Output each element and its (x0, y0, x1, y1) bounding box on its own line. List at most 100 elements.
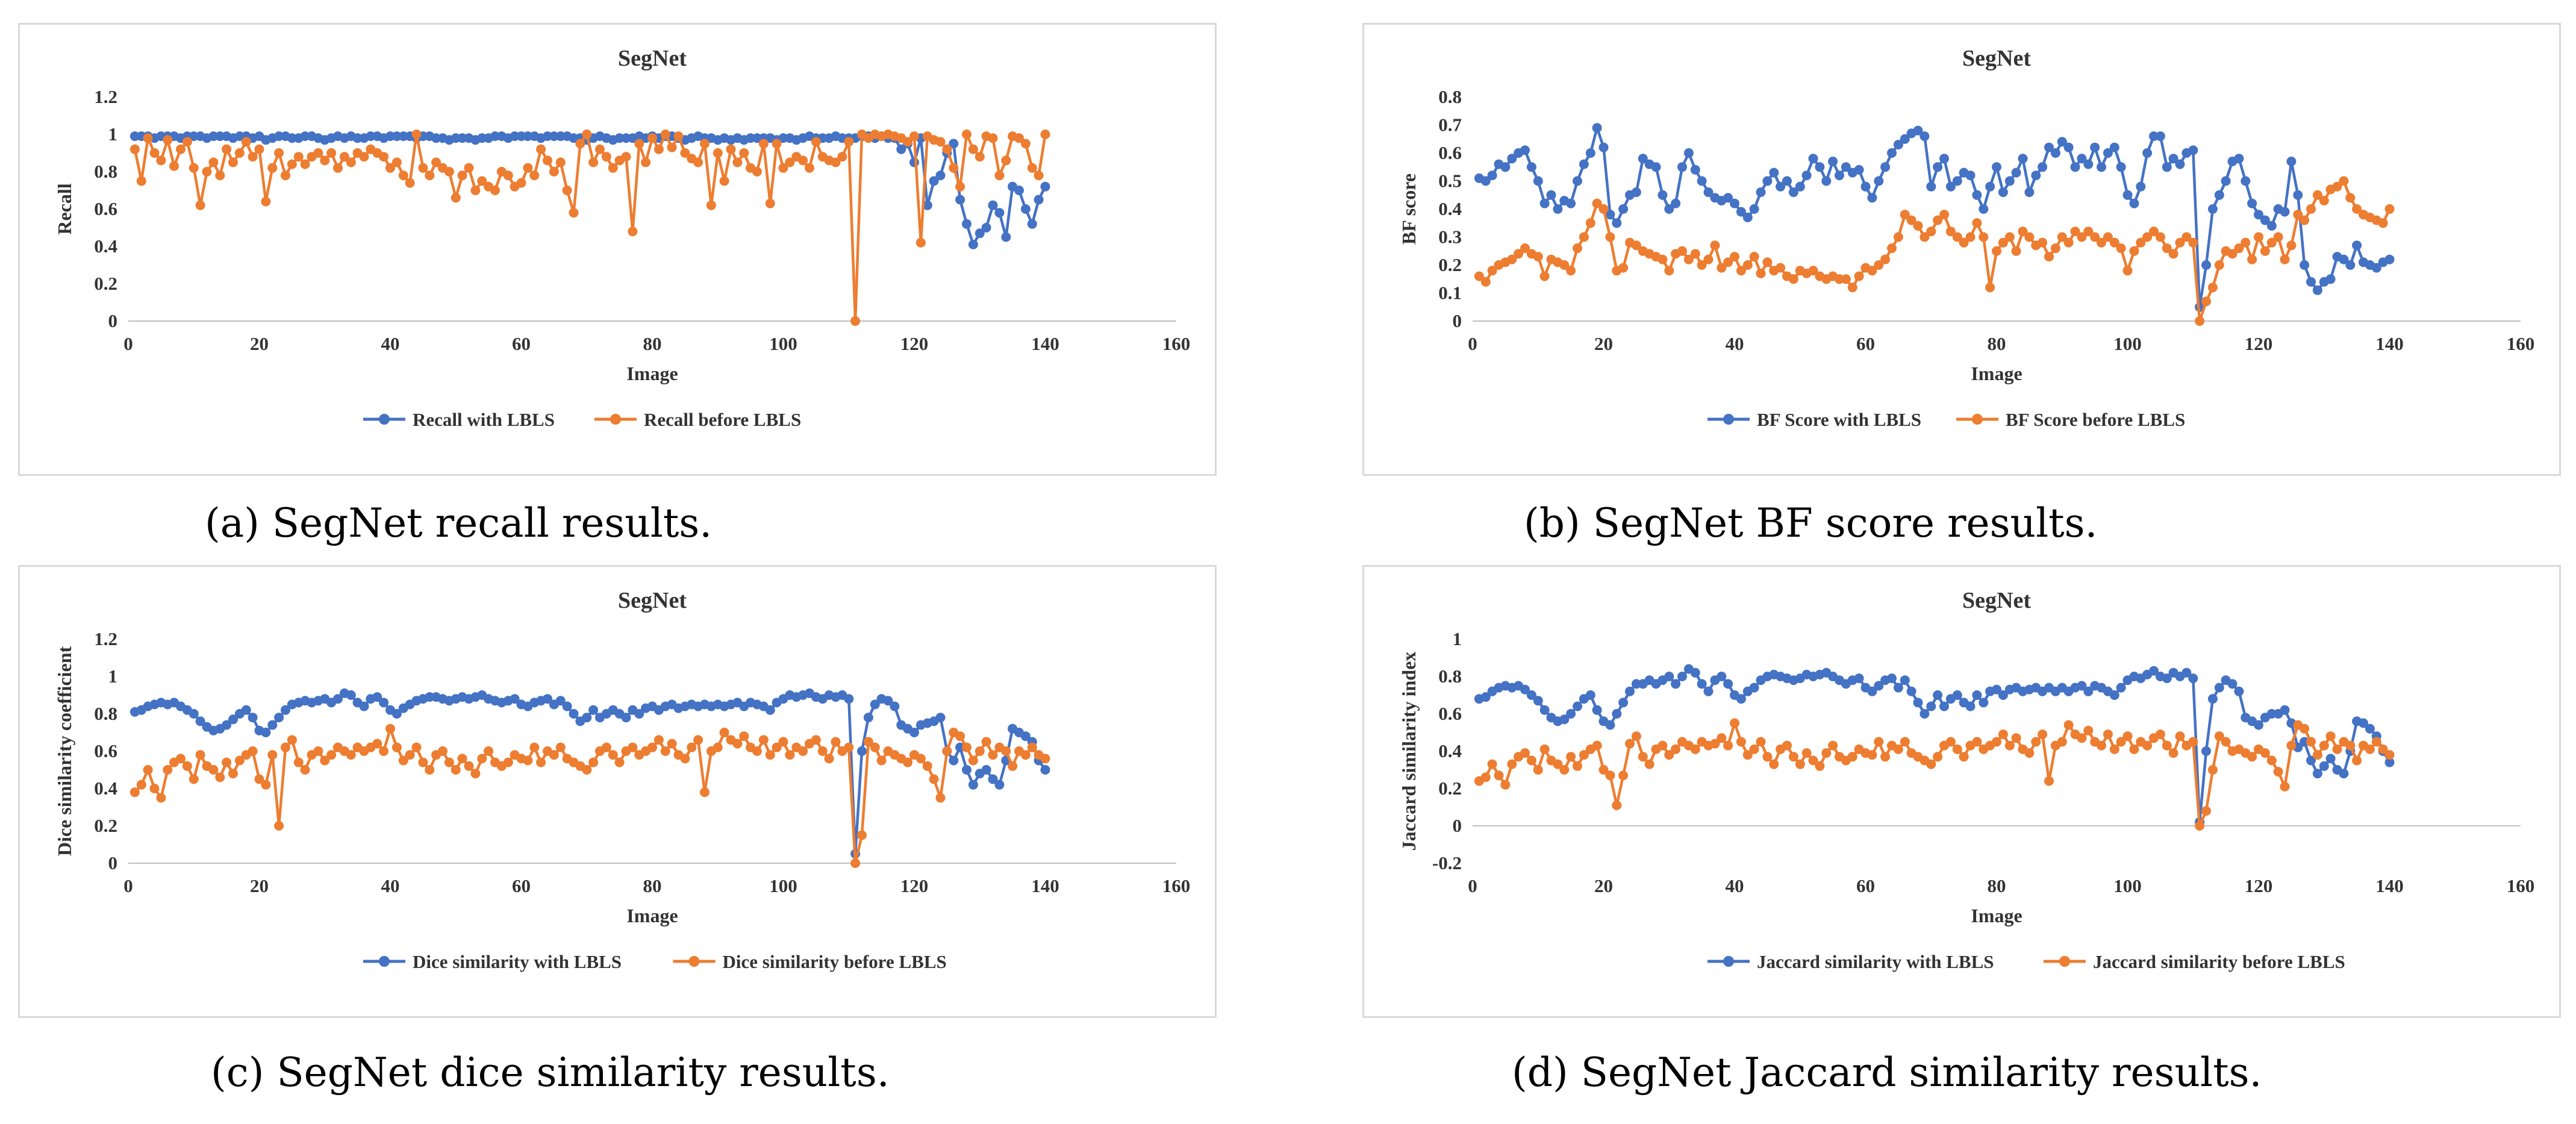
data-point (320, 755, 330, 766)
data-point (1939, 701, 1949, 711)
data-point (844, 137, 854, 147)
x-tick-label: 80 (1988, 875, 2006, 896)
data-point (1965, 232, 1976, 242)
x-tick-label: 20 (250, 875, 269, 896)
data-point (1730, 718, 1739, 728)
data-point (1539, 198, 1550, 208)
data-point (555, 696, 566, 706)
data-point (1592, 198, 1602, 208)
data-point (1926, 759, 1936, 769)
y-tick-label: 0.8 (1438, 86, 1462, 107)
data-point (2083, 226, 2094, 237)
data-point (228, 157, 238, 167)
data-point (274, 821, 284, 831)
chart-panel-recall: SegNet 0 0.2 0.4 0.6 0.8 1 1.2 0 20 40 60 80 100 120 14… (18, 23, 1217, 476)
x-tick-label: 80 (1988, 333, 2006, 354)
data-point (425, 170, 435, 181)
data-point (981, 737, 991, 747)
data-point (1854, 164, 1864, 175)
data-point (149, 784, 160, 793)
data-point (1020, 204, 1031, 214)
data-point (2116, 737, 2126, 747)
x-tick-label: 20 (1594, 875, 1613, 896)
data-point (1559, 765, 1570, 775)
data-point (2325, 731, 2336, 742)
data-point (2325, 754, 2336, 764)
data-point (1742, 213, 1753, 222)
data-point (1723, 679, 1733, 689)
data-point (1952, 690, 1962, 700)
data-point (988, 133, 998, 143)
data-point (281, 742, 290, 752)
data-point (1992, 684, 2001, 695)
data-point (2155, 729, 2165, 740)
data-point (326, 148, 337, 158)
data-point (2116, 682, 2126, 693)
y-tick-label: 0.6 (94, 198, 117, 219)
data-point (2201, 806, 2211, 816)
y-tick-label: 1 (1453, 628, 1462, 649)
data-point (1474, 271, 1484, 281)
data-point (2378, 744, 2388, 754)
data-point (1933, 690, 1943, 700)
data-point (2083, 159, 2094, 169)
data-point (431, 157, 441, 167)
data-point (1867, 686, 1877, 696)
data-point (1717, 672, 1727, 681)
data-point (2325, 274, 2336, 284)
x-axis-label: Image (626, 363, 678, 384)
data-point (464, 761, 474, 771)
data-point (831, 157, 841, 167)
data-point (1664, 204, 1674, 214)
data-point (222, 144, 232, 154)
data-point (2116, 243, 2126, 254)
data-point (1020, 750, 1031, 760)
data-point (1658, 254, 1668, 264)
data-point (234, 755, 245, 766)
data-point (2083, 725, 2094, 735)
data-point (2116, 162, 2126, 172)
data-point (2221, 737, 2231, 747)
data-point (2352, 240, 2362, 251)
caption-bf-score: (b) SegNet BF score results. (1524, 500, 2098, 546)
data-point (1533, 176, 1543, 186)
chart-panel-jaccard: SegNet -0.2 0 0.2 0.4 0.6 0.8 1 0 20 40 60 80 100 120 1… (1362, 565, 2561, 1018)
data-point (1926, 181, 1936, 192)
data-point (2103, 232, 2113, 242)
data-point (510, 694, 520, 704)
data-point (2286, 740, 2297, 751)
data-point (1762, 257, 1773, 267)
data-point (2077, 733, 2087, 743)
x-tick-label: 140 (1031, 333, 1059, 354)
data-point (569, 709, 579, 719)
data-point (1992, 162, 2001, 172)
data-point (411, 130, 422, 139)
x-tick-label: 0 (1468, 875, 1477, 896)
data-point (1598, 765, 1609, 775)
data-point (1952, 232, 1962, 242)
data-point (909, 157, 919, 167)
x-tick-label: 40 (1726, 333, 1744, 354)
data-point (1854, 271, 1864, 281)
data-point (2129, 744, 2139, 754)
data-point (261, 779, 271, 790)
data-point (529, 170, 540, 181)
data-point (1815, 162, 1825, 172)
data-point (398, 170, 408, 181)
data-point (2122, 731, 2133, 742)
data-point (1592, 123, 1602, 133)
data-point (732, 157, 743, 167)
data-point (1972, 190, 1982, 200)
data-point (248, 746, 258, 756)
x-tick-label: 100 (2113, 875, 2142, 896)
data-point (1945, 737, 1956, 747)
data-point (1762, 752, 1773, 762)
x-axis-label: Image (626, 905, 678, 926)
data-point (2312, 190, 2322, 200)
data-point (182, 137, 192, 147)
data-point (981, 223, 991, 233)
data-point (2004, 740, 2015, 751)
data-point (1736, 266, 1746, 276)
data-point (477, 754, 487, 764)
data-point (333, 694, 343, 704)
